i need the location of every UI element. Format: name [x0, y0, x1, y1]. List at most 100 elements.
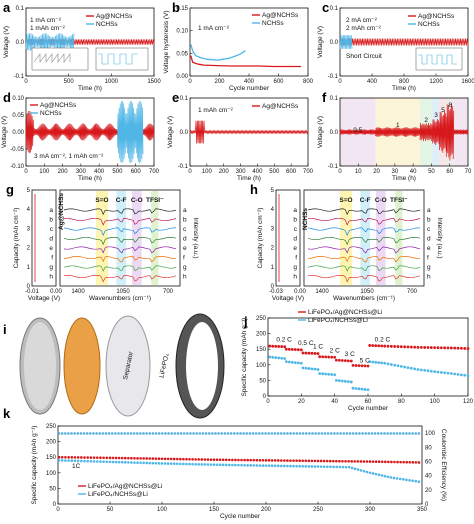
- data-point: [207, 432, 211, 435]
- data-point: [148, 457, 152, 460]
- data-point: [172, 462, 176, 466]
- ftir-spectrum: [307, 274, 421, 283]
- data-point: [357, 364, 361, 368]
- data-point: [133, 461, 136, 464]
- data-point: [95, 432, 98, 435]
- data-point: [354, 432, 358, 435]
- annotation: 1 mAh cm⁻²: [30, 25, 66, 32]
- data-point: [70, 456, 74, 459]
- data-point: [154, 461, 158, 465]
- data-point: [200, 458, 204, 461]
- data-point: [176, 432, 180, 435]
- ftir-spectrum: [63, 265, 177, 272]
- data-point: [298, 459, 301, 463]
- data-point: [368, 360, 372, 364]
- data-point: [289, 464, 292, 468]
- data-point: [337, 379, 341, 383]
- data-point: [359, 460, 363, 463]
- data-point: [374, 344, 378, 348]
- data-point: [411, 461, 415, 464]
- data-point: [301, 464, 305, 468]
- data-point: [319, 465, 323, 468]
- data-point: [321, 355, 325, 359]
- series-line: [190, 55, 302, 68]
- x-tick-label: 400: [252, 169, 263, 175]
- rate-trace: [419, 122, 433, 142]
- data-point: [114, 460, 118, 464]
- x-tick-label: 200: [58, 169, 69, 175]
- data-point: [76, 459, 80, 463]
- data-point: [356, 468, 360, 471]
- y-tick-label: 250: [46, 424, 57, 430]
- data-point: [191, 462, 194, 466]
- rate-label: 5 C: [360, 357, 370, 364]
- data-point: [105, 460, 109, 464]
- x-tick-label: 1600: [461, 79, 474, 85]
- data-point: [439, 346, 443, 350]
- data-point: [157, 462, 161, 465]
- data-point: [326, 465, 329, 469]
- data-point: [463, 347, 467, 350]
- stack-label: d: [293, 236, 297, 243]
- data-point: [220, 432, 224, 435]
- data-point: [120, 432, 123, 435]
- data-point: [368, 471, 372, 475]
- data-point: [386, 475, 390, 479]
- data-point: [403, 365, 407, 369]
- x-tick-label: 500: [269, 169, 280, 175]
- data-point: [249, 458, 253, 462]
- x-tick-label: 1400: [71, 289, 85, 295]
- data-point: [325, 459, 329, 463]
- y-tick-label: 0: [27, 284, 31, 290]
- y-tick-label: 5: [27, 188, 31, 194]
- y-tick-label: 0: [53, 502, 57, 508]
- data-point: [423, 346, 427, 349]
- data-point: [466, 347, 470, 350]
- data-point: [67, 456, 70, 459]
- x-tick-label: 0: [188, 169, 192, 175]
- x-tick-label: 400: [94, 169, 105, 175]
- data-point: [186, 432, 189, 435]
- data-point: [353, 467, 357, 471]
- data-point: [240, 458, 243, 462]
- data-point: [362, 460, 366, 463]
- data-point: [101, 432, 105, 435]
- data-point: [179, 432, 183, 435]
- data-point: [73, 456, 77, 459]
- data-point: [234, 458, 237, 462]
- panel-label: j: [243, 314, 248, 329]
- y-axis-label: Intensity (a.u.): [436, 217, 443, 258]
- data-point: [376, 432, 380, 435]
- data-point: [108, 460, 112, 464]
- data-point: [209, 463, 213, 466]
- rate-label: 0.2 C: [276, 336, 292, 343]
- stack-label: d: [183, 236, 187, 243]
- data-point: [409, 366, 413, 370]
- data-point: [307, 459, 311, 463]
- chart-f: 0 10 20 30 40 50 60 70 -0.1 0.0 0.1 Time (h) Voltage…: [317, 96, 472, 182]
- data-point: [257, 432, 261, 435]
- data-point: [389, 476, 393, 479]
- data-point: [326, 432, 330, 435]
- data-point: [449, 372, 453, 375]
- rate-label: 2: [424, 117, 428, 124]
- band-label: C-O: [375, 197, 387, 204]
- data-point: [206, 463, 210, 466]
- data-point: [76, 456, 80, 459]
- data-point: [333, 373, 337, 377]
- data-point: [227, 463, 231, 467]
- data-point: [221, 463, 225, 467]
- y-tick-label: 0.1: [330, 6, 339, 12]
- data-point: [360, 387, 364, 391]
- rate-label: 3: [434, 112, 438, 119]
- legend-label: Ag@NCHSs: [58, 193, 65, 230]
- inset-frame: [95, 47, 149, 71]
- data-point: [279, 432, 283, 435]
- stack-label: h: [49, 274, 53, 281]
- data-point: [316, 459, 320, 463]
- data-point: [105, 456, 109, 460]
- stack-label: g: [49, 264, 53, 271]
- data-point: [295, 459, 298, 462]
- data-point: [313, 465, 317, 468]
- y-tick-label: 0.10: [12, 96, 24, 102]
